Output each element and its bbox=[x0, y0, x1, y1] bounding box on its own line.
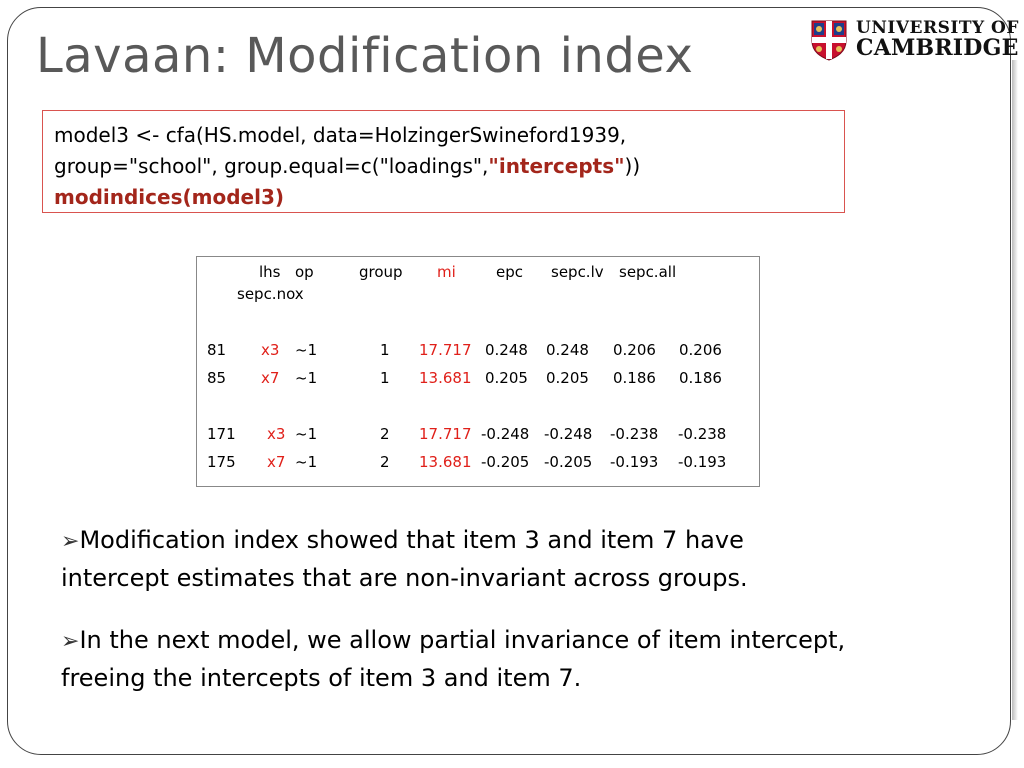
header-sepc-all: sepc.all bbox=[619, 263, 677, 281]
logo-wordmark: UNIVERSITY OF CAMBRIDGE bbox=[856, 17, 1019, 62]
table-row-group: 2 bbox=[380, 453, 390, 471]
modindices-output: lhs op group mi epc sepc.lv sepc.all sep… bbox=[196, 256, 760, 487]
table-row-sepc-nox: -0.238 bbox=[678, 425, 727, 443]
table-row-op: ~1 bbox=[295, 341, 318, 359]
table-row-epc: 0.248 bbox=[485, 341, 528, 359]
bullet-2: ➢In the next model, we allow partial inv… bbox=[61, 622, 961, 696]
table-row-sepc-lv: 0.205 bbox=[546, 369, 589, 387]
table-row-group: 2 bbox=[380, 425, 390, 443]
slide-shadow bbox=[1012, 60, 1018, 720]
table-row-sepc-lv: 0.248 bbox=[546, 341, 589, 359]
table-row-sepc-nox: -0.193 bbox=[678, 453, 727, 471]
arrow-bullet-icon: ➢ bbox=[61, 529, 80, 554]
bullet-1-text-1: Modification index showed that item 3 an… bbox=[79, 526, 744, 554]
header-sepc-lv: sepc.lv bbox=[551, 263, 604, 281]
table-row-op: ~1 bbox=[295, 425, 318, 443]
header-group: group bbox=[359, 263, 403, 281]
bullet-1: ➢Modification index showed that item 3 a… bbox=[61, 522, 961, 596]
table-row-lhs: x7 bbox=[261, 369, 280, 387]
table-row-op: ~1 bbox=[295, 453, 318, 471]
code-line-2-a: group="school", group.equal=c("loadings"… bbox=[54, 154, 489, 178]
slide-title: Lavaan: Modification index bbox=[36, 28, 694, 84]
code-line-2: group="school", group.equal=c("loadings"… bbox=[54, 151, 833, 182]
bullet-2-line-1: ➢In the next model, we allow partial inv… bbox=[61, 622, 961, 660]
crest-icon bbox=[811, 20, 847, 61]
table-row-id: 175 bbox=[207, 453, 236, 471]
bullet-1-line-1: ➢Modification index showed that item 3 a… bbox=[61, 522, 961, 560]
bullet-1-text-2: intercept estimates that are non-invaria… bbox=[61, 564, 748, 592]
table-row-mi: 13.681 bbox=[419, 369, 472, 387]
table-row-op: ~1 bbox=[295, 369, 318, 387]
table-row-sepc-all: -0.238 bbox=[610, 425, 659, 443]
header-mi: mi bbox=[437, 263, 456, 281]
bullet-2-text-1: In the next model, we allow partial inva… bbox=[79, 626, 846, 654]
bullet-2-text-2: freeing the intercepts of item 3 and ite… bbox=[61, 664, 582, 692]
header-op: op bbox=[295, 263, 314, 281]
arrow-bullet-icon: ➢ bbox=[61, 629, 80, 654]
table-row-group: 1 bbox=[380, 369, 390, 387]
table-row-epc: 0.205 bbox=[485, 369, 528, 387]
code-line-2-intercepts: "intercepts" bbox=[488, 154, 625, 178]
table-row-epc: -0.205 bbox=[481, 453, 530, 471]
header-lhs: lhs bbox=[259, 263, 281, 281]
code-box: model3 <- cfa(HS.model, data=HolzingerSw… bbox=[42, 110, 845, 213]
table-row-epc: -0.248 bbox=[481, 425, 530, 443]
table-row-sepc-lv: -0.248 bbox=[544, 425, 593, 443]
logo-line-2: CAMBRIDGE bbox=[856, 35, 1019, 62]
table-row-mi: 17.717 bbox=[419, 425, 472, 443]
code-line-1: model3 <- cfa(HS.model, data=HolzingerSw… bbox=[54, 123, 627, 147]
table-row-sepc-nox: 0.206 bbox=[679, 341, 722, 359]
table-row-sepc-nox: 0.186 bbox=[679, 369, 722, 387]
table-row-id: 85 bbox=[207, 369, 227, 387]
university-logo: UNIVERSITY OF CAMBRIDGE bbox=[810, 17, 1018, 63]
logo-line-1: UNIVERSITY OF bbox=[856, 17, 1019, 38]
table-row-mi: 17.717 bbox=[419, 341, 472, 359]
table-row-lhs: x3 bbox=[261, 341, 280, 359]
table-row-lhs: x7 bbox=[267, 453, 286, 471]
table-row-id: 81 bbox=[207, 341, 227, 359]
table-row-sepc-all: -0.193 bbox=[610, 453, 659, 471]
table-row-sepc-all: 0.206 bbox=[613, 341, 656, 359]
table-row-lhs: x3 bbox=[267, 425, 286, 443]
table-row-sepc-all: 0.186 bbox=[613, 369, 656, 387]
header-epc: epc bbox=[496, 263, 523, 281]
header-sepc-nox: sepc.nox bbox=[237, 285, 304, 303]
table-row-id: 171 bbox=[207, 425, 236, 443]
slide-frame bbox=[7, 7, 1011, 755]
table-row-mi: 13.681 bbox=[419, 453, 472, 471]
table-row-sepc-lv: -0.205 bbox=[544, 453, 593, 471]
code-line-2-c: )) bbox=[624, 154, 641, 178]
table-row-group: 1 bbox=[380, 341, 390, 359]
code-line-3: modindices(model3) bbox=[54, 185, 284, 209]
